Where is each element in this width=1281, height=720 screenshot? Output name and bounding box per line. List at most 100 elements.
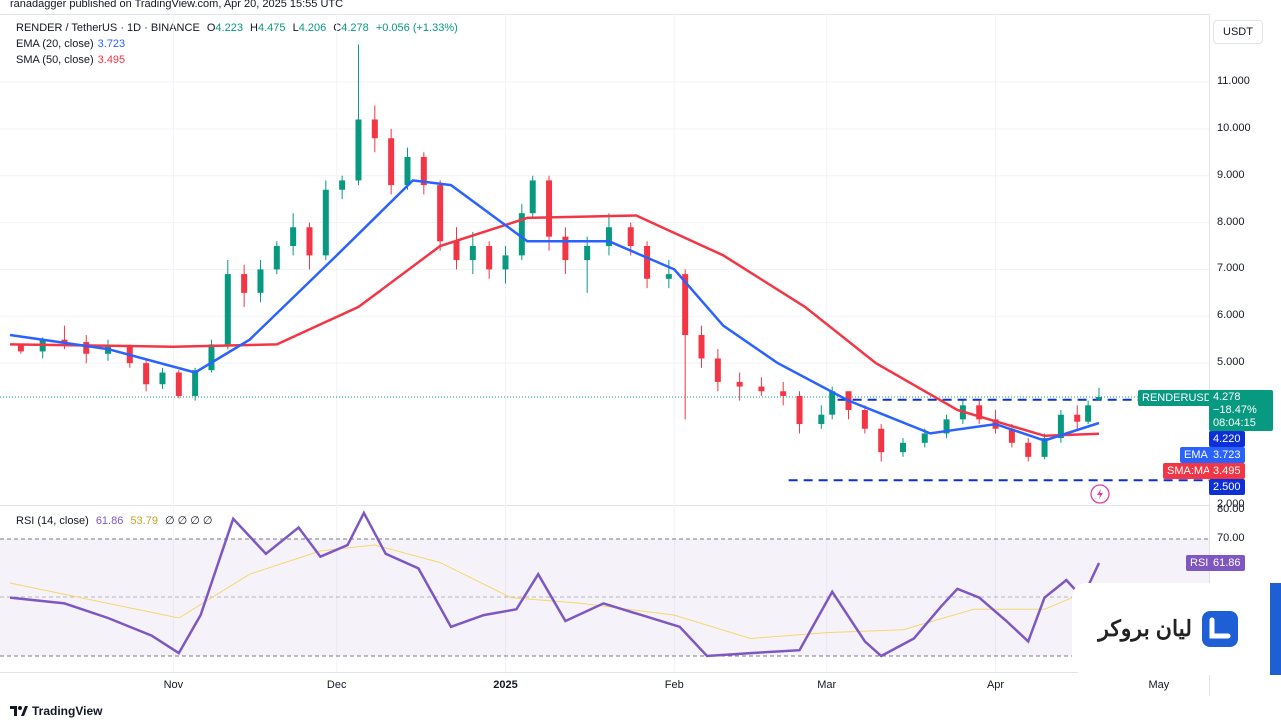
tradingview-icon (10, 706, 28, 716)
candle (355, 44, 362, 186)
candle (845, 391, 852, 420)
candle (437, 180, 444, 251)
candle (306, 222, 313, 270)
rsi-ma-line (9, 544, 1100, 640)
candle (878, 424, 885, 462)
price-tick-label: 9.000 (1217, 168, 1245, 181)
close-value: 4.278 (341, 22, 369, 34)
close-label: C (333, 22, 342, 34)
low-value: 4.206 (298, 22, 327, 34)
candle (976, 400, 983, 425)
candle (388, 128, 395, 195)
ema-legend-label: EMA (20, close) (16, 38, 94, 50)
candle (404, 147, 411, 190)
sma-legend-label: SMA (50, close) (16, 54, 94, 66)
rsi-ma-legend-value: 53.79 (130, 515, 158, 527)
candle (796, 391, 803, 434)
resistance-tag: 4.220 (1209, 431, 1245, 447)
change-value: +0.056 (+1.33%) (375, 22, 458, 34)
candle (224, 260, 231, 350)
pane-separator (0, 505, 1209, 506)
candle (143, 358, 150, 392)
price-tick-label: 10.000 (1217, 121, 1251, 134)
broker-logo-icon (1202, 611, 1238, 647)
candle (83, 335, 90, 364)
sma-legend: SMA (50, close) 3.495 (16, 54, 125, 66)
open-value: 4.223 (215, 22, 243, 34)
tradingview-logo[interactable]: TradingView (10, 704, 102, 718)
price-tag-value: 4.278 (1213, 391, 1241, 403)
price-tick-label: 2.000 (1217, 498, 1245, 510)
time-tick-label: 2025 (493, 679, 518, 691)
rsi-legend-value: 61.86 (95, 515, 124, 527)
candle (698, 325, 705, 368)
currency-selector[interactable]: USDT (1213, 20, 1263, 44)
candle (290, 213, 297, 256)
candle (1025, 438, 1032, 462)
candle (1085, 400, 1092, 425)
candle (371, 105, 378, 153)
candle (736, 372, 743, 401)
candle (584, 236, 591, 293)
sma-tag-value: 3.495 (1209, 463, 1245, 479)
candle (529, 175, 536, 218)
symbol-tag: RENDERUSDT (1138, 390, 1223, 406)
candle (899, 438, 906, 457)
open-label: O (206, 22, 216, 34)
high-label: H (250, 22, 258, 34)
footer-text: TradingView (32, 704, 103, 718)
candle (159, 367, 166, 389)
candle (339, 175, 346, 200)
candle (1057, 410, 1064, 443)
time-tick-label: Feb (664, 679, 684, 691)
candle (758, 377, 765, 396)
candle (518, 203, 525, 261)
candle (1096, 387, 1102, 401)
candle (780, 381, 787, 406)
ema-tag-value: 3.723 (1209, 447, 1245, 463)
price-tag: 4.278 −18.47% 08:04:15 (1209, 390, 1273, 431)
candle (420, 152, 427, 195)
rsi-tag-value: 61.86 (1209, 555, 1245, 571)
candle (818, 405, 825, 429)
candle (273, 241, 280, 275)
candle (562, 227, 569, 275)
ema-tag-label: EMA (1180, 447, 1212, 463)
top-border (0, 14, 1209, 15)
candle (1074, 405, 1081, 429)
candle (1008, 424, 1015, 448)
price-tag-pct: −18.47% (1213, 404, 1257, 416)
price-axis[interactable] (1209, 14, 1281, 696)
support-tag: 2.500 (1209, 479, 1245, 495)
candle (486, 241, 493, 279)
rsi-tick-label: 70.00 (1217, 532, 1245, 545)
lightning-icon (1090, 484, 1110, 504)
rsi-tick-label: 80.00 (1217, 503, 1245, 515)
time-tick-label: Mar (817, 679, 837, 691)
ema-20-line (9, 179, 1100, 442)
candle (257, 260, 264, 303)
sma-50-line (9, 214, 1100, 438)
rsi-line (9, 510, 1101, 658)
price-tick-label: 7.000 (1217, 262, 1245, 275)
price-tick-label: 5.000 (1217, 356, 1245, 369)
price-tag-countdown: 08:04:15 (1213, 417, 1256, 429)
sma-tag-label: SMA:MA (1163, 463, 1215, 479)
broker-watermark: لیان بروکر (1072, 583, 1268, 675)
candle (714, 349, 721, 392)
rsi-legend-extra: ∅ ∅ ∅ ∅ (165, 515, 213, 527)
candle (682, 269, 689, 420)
candle (241, 264, 248, 307)
candle (943, 414, 950, 439)
candle (1041, 433, 1048, 460)
symbol-name: RENDER / TetherUS · 1D · BINANCE (16, 22, 200, 34)
publish-credit: ranadagger published on TradingView.com,… (10, 0, 344, 10)
candle (453, 227, 460, 270)
candle (665, 260, 672, 289)
candle (175, 370, 182, 399)
rsi-legend: RSI (14, close) 61.86 53.79 ∅ ∅ ∅ ∅ (16, 514, 213, 527)
time-axis-border (0, 672, 1209, 673)
price-tick-label: 8.000 (1217, 215, 1245, 228)
candle (546, 175, 553, 251)
